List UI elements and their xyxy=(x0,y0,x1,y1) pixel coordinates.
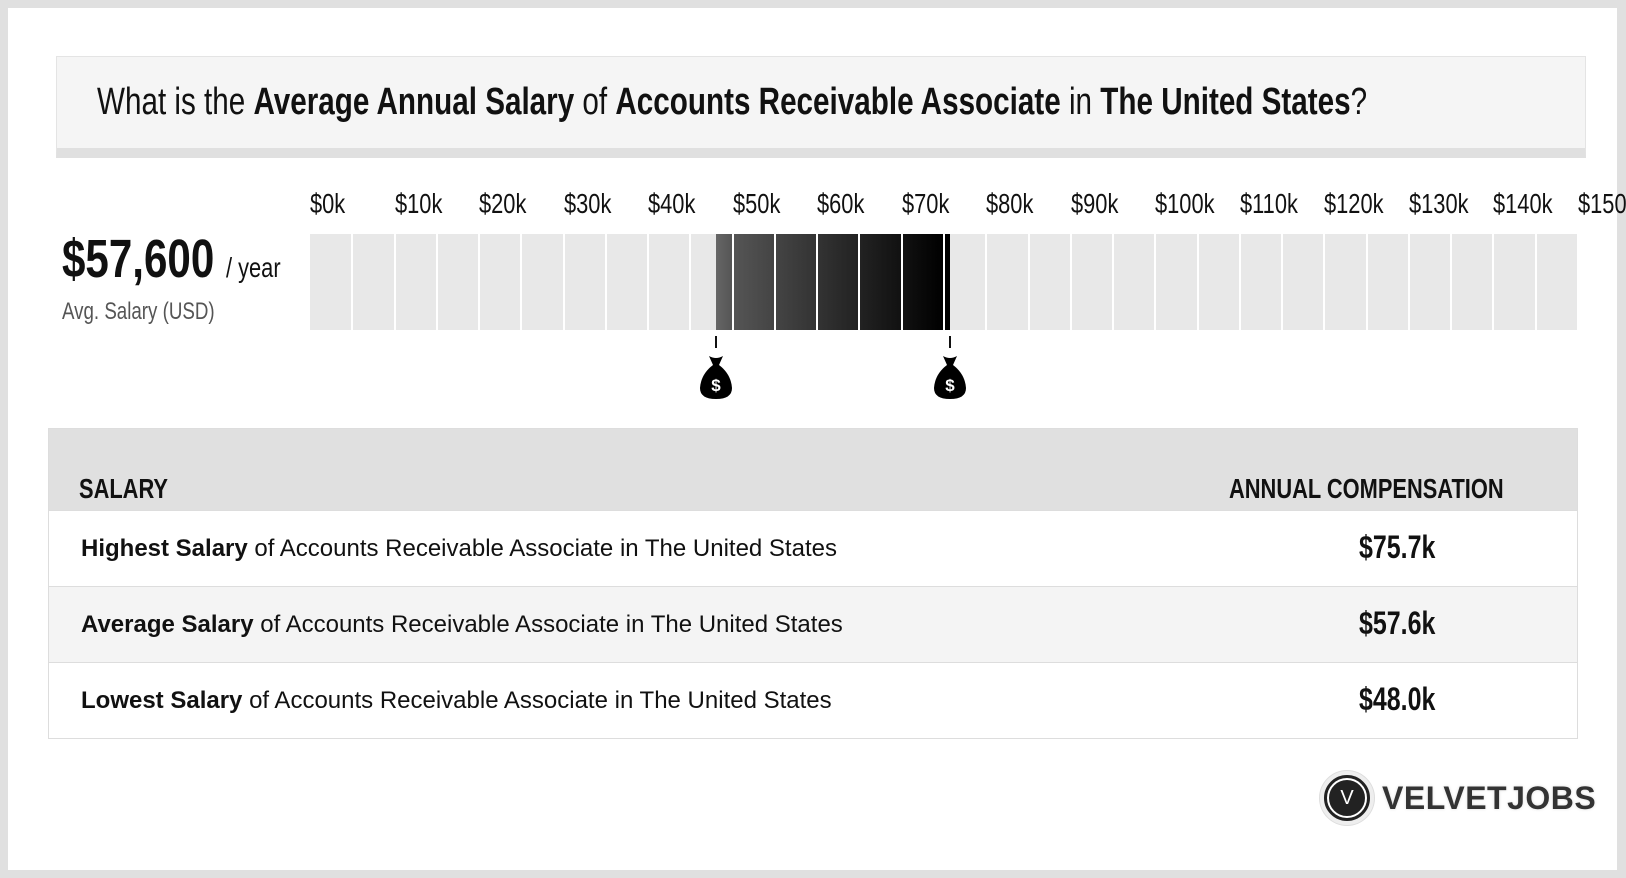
table-header: SALARY ANNUAL COMPENSATION xyxy=(49,429,1577,510)
bar-segment xyxy=(1409,234,1451,330)
bar-segment xyxy=(1029,234,1070,330)
bar-segment xyxy=(1283,234,1324,330)
bar-segment xyxy=(1156,234,1197,330)
range-fill xyxy=(775,234,817,330)
tick-label: $130k xyxy=(1408,188,1469,219)
bar-segment xyxy=(945,234,986,330)
row-label-bold: Highest Salary xyxy=(81,535,248,562)
tick-label: $0k xyxy=(310,188,346,219)
title-text: ? xyxy=(1350,81,1368,123)
range-fill xyxy=(733,234,774,330)
range-fill xyxy=(715,234,732,330)
tick-label: $140k xyxy=(1493,188,1553,219)
range-fill xyxy=(945,234,950,330)
bar-segment xyxy=(522,234,563,330)
salary-amount: $57,600 xyxy=(62,229,215,289)
velvetjobs-logo[interactable]: V VELVETJOBS xyxy=(1320,770,1596,826)
title-bold-salary: Average Annual Salary xyxy=(253,81,575,123)
range-fill xyxy=(818,234,859,330)
salary-marker: $ xyxy=(930,336,970,405)
tick-label: $30k xyxy=(563,188,611,219)
title-bold-job: Accounts Receivable Associate xyxy=(615,81,1061,123)
tick-label: $40k xyxy=(648,188,696,219)
logo-text: VELVETJOBS xyxy=(1382,779,1597,816)
bar-segment xyxy=(1198,234,1239,330)
avg-salary-label: Avg. Salary (USD) xyxy=(62,298,258,326)
row-label-rest: of Accounts Receivable Associate in The … xyxy=(247,535,837,562)
row-value-text: $48.0k xyxy=(1359,681,1436,717)
row-value: $48.0k xyxy=(1359,681,1457,718)
marker-line xyxy=(714,336,717,348)
range-fill xyxy=(860,234,901,330)
bar-segment xyxy=(480,234,521,330)
tick-label: $50k xyxy=(732,188,781,219)
table-row: Lowest Salary of Accounts Receivable Ass… xyxy=(49,662,1577,738)
tick-label: $100k xyxy=(1155,188,1215,219)
bar-segment xyxy=(1494,234,1535,330)
row-label: Average Salary of Accounts Receivable As… xyxy=(81,611,843,639)
avg-salary-label-text: Avg. Salary (USD) xyxy=(62,298,215,325)
bar-segment xyxy=(987,234,1028,330)
money-bag-icon: $ xyxy=(933,356,966,399)
tick-label: $150k+ xyxy=(1578,188,1626,219)
money-bag-icon: $ xyxy=(699,356,732,399)
average-salary: $57,600 / year xyxy=(62,228,342,290)
salary-range-bar xyxy=(310,234,1578,330)
title-bold-location: The United States xyxy=(1100,81,1351,123)
svg-text:$: $ xyxy=(945,376,955,395)
bar-segment xyxy=(564,234,605,330)
bar-segment xyxy=(1367,234,1408,330)
tick-label: $90k xyxy=(1070,188,1119,219)
row-label: Highest Salary of Accounts Receivable As… xyxy=(81,535,837,563)
header-compensation-text: ANNUAL COMPENSATION xyxy=(1229,473,1504,504)
row-value-text: $75.7k xyxy=(1359,529,1436,565)
row-value-text: $57.6k xyxy=(1359,605,1436,641)
row-label-bold: Lowest Salary xyxy=(81,687,243,714)
row-label-rest: of Accounts Receivable Associate in The … xyxy=(242,687,832,714)
row-value: $57.6k xyxy=(1359,605,1457,642)
tick-labels: $0k $10k $20k $30k $40k $50k $60k $70k $80k $90k $… xyxy=(310,188,1626,220)
range-fill xyxy=(902,234,943,330)
row-value: $75.7k xyxy=(1359,529,1457,566)
bar-segment xyxy=(437,234,479,330)
tick-label: $110k xyxy=(1239,188,1298,219)
title-text: in xyxy=(1060,81,1101,123)
row-label-bold: Average Salary xyxy=(81,611,254,638)
bar-segment xyxy=(649,234,690,330)
row-label: Lowest Salary of Accounts Receivable Ass… xyxy=(81,687,832,715)
bar-segment xyxy=(1452,234,1493,330)
salary-table: SALARY ANNUAL COMPENSATION Highest Salar… xyxy=(48,428,1578,739)
svg-text:$: $ xyxy=(711,376,721,395)
row-label-rest: of Accounts Receivable Associate in The … xyxy=(253,611,843,638)
tick-label: $120k xyxy=(1324,188,1384,219)
table-row: Average Salary of Accounts Receivable As… xyxy=(49,586,1577,662)
bar-segment xyxy=(1071,234,1113,330)
tick-label: $60k xyxy=(817,188,865,219)
salary-marker: $ xyxy=(696,336,736,405)
title-box: What is the Average Annual Salary of Acc… xyxy=(56,56,1586,158)
table-row: Highest Salary of Accounts Receivable As… xyxy=(49,510,1577,586)
bar-segment xyxy=(606,234,648,330)
salary-period: / year xyxy=(225,252,281,283)
bar-segment xyxy=(395,234,436,330)
tick-label: $10k xyxy=(394,188,442,219)
bar-segment xyxy=(1536,234,1577,330)
logo-letter: V xyxy=(1327,778,1367,818)
marker-line xyxy=(948,336,951,348)
title-text: What is the xyxy=(97,81,254,123)
bar-segment xyxy=(310,234,352,330)
page-title: What is the Average Annual Salary of Acc… xyxy=(97,81,1626,124)
bar-segment xyxy=(1114,234,1155,330)
title-text: of xyxy=(574,81,616,123)
tick-label: $70k xyxy=(901,188,950,219)
tick-label: $80k xyxy=(986,188,1034,219)
tick-label: $20k xyxy=(479,188,527,219)
bar-segment xyxy=(353,234,394,330)
header-salary-text: SALARY xyxy=(79,473,168,504)
bar-segment xyxy=(1325,234,1366,330)
bar-segment xyxy=(1240,234,1282,330)
logo-v-icon: V xyxy=(1320,771,1374,825)
